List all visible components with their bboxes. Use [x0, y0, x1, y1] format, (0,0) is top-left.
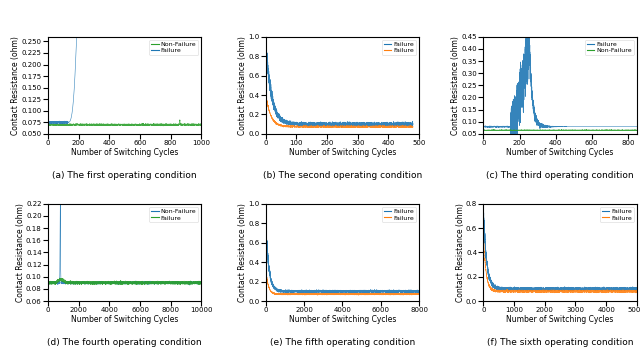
Y-axis label: Contact Resistance (ohm): Contact Resistance (ohm) — [451, 36, 460, 135]
X-axis label: Number of Switching Cycles: Number of Switching Cycles — [506, 148, 614, 156]
Text: (b) The second operating condition: (b) The second operating condition — [263, 171, 422, 180]
Y-axis label: Contact Resistance (ohm): Contact Resistance (ohm) — [238, 203, 247, 302]
X-axis label: Number of Switching Cycles: Number of Switching Cycles — [71, 315, 179, 324]
Text: (a) The first operating condition: (a) The first operating condition — [52, 171, 197, 180]
X-axis label: Number of Switching Cycles: Number of Switching Cycles — [289, 315, 396, 324]
X-axis label: Number of Switching Cycles: Number of Switching Cycles — [71, 148, 179, 156]
Legend: Failure, Failure: Failure, Failure — [382, 207, 416, 222]
Legend: Failure, Failure: Failure, Failure — [382, 40, 416, 55]
Text: (c) The third operating condition: (c) The third operating condition — [486, 171, 634, 180]
Y-axis label: Contact Resistance (ohm): Contact Resistance (ohm) — [15, 203, 24, 302]
Y-axis label: Contact Resistance (ohm): Contact Resistance (ohm) — [456, 203, 465, 302]
Y-axis label: Contact Resistance (ohm): Contact Resistance (ohm) — [11, 36, 20, 135]
Y-axis label: Contact Resistance (ohm): Contact Resistance (ohm) — [238, 36, 247, 135]
Text: (d) The fourth operating condition: (d) The fourth operating condition — [47, 338, 202, 347]
Text: (e) The fifth operating condition: (e) The fifth operating condition — [270, 338, 415, 347]
X-axis label: Number of Switching Cycles: Number of Switching Cycles — [289, 148, 396, 156]
Legend: Non-Failure, Failure: Non-Failure, Failure — [150, 40, 198, 55]
Legend: Failure, Non-Failure: Failure, Non-Failure — [585, 40, 634, 55]
Text: (f) The sixth operating condition: (f) The sixth operating condition — [487, 338, 634, 347]
Legend: Non-Failure, Failure: Non-Failure, Failure — [150, 207, 198, 222]
X-axis label: Number of Switching Cycles: Number of Switching Cycles — [506, 315, 614, 324]
Legend: Failure, Failure: Failure, Failure — [600, 207, 634, 222]
